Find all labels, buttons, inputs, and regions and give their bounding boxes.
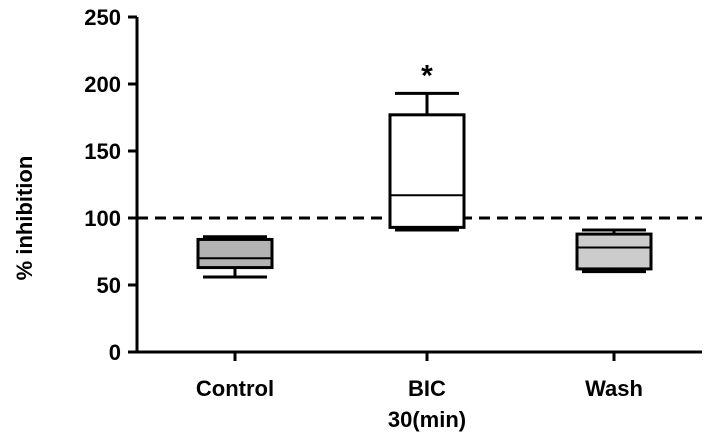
x-category-label: Wash xyxy=(585,376,643,401)
y-axis-title: % inhibition xyxy=(12,156,37,281)
y-tick-label: 0 xyxy=(109,340,121,365)
boxes-group: * xyxy=(196,59,653,279)
y-tick-label: 100 xyxy=(84,206,121,231)
y-tick-label: 200 xyxy=(84,72,121,97)
box-iqr xyxy=(196,237,274,270)
x-category-label: BIC xyxy=(408,376,446,401)
box-iqr xyxy=(388,113,466,229)
box-control xyxy=(196,235,274,279)
box-iqr xyxy=(575,232,653,271)
x-axis xyxy=(137,350,702,361)
y-tick-label: 50 xyxy=(97,273,121,298)
category-labels-group: Control BIC 30(min) Wash xyxy=(196,376,643,432)
y-tick-label: 250 xyxy=(84,5,121,30)
box-wash xyxy=(575,228,653,274)
y-axis: 0 50 100 150 200 250 xyxy=(84,5,139,365)
y-tick-label: 150 xyxy=(84,139,121,164)
x-category-label: Control xyxy=(196,376,274,401)
box-bic xyxy=(388,91,466,232)
significance-marker: * xyxy=(421,59,433,92)
x-category-sublabel: 30(min) xyxy=(388,407,466,432)
